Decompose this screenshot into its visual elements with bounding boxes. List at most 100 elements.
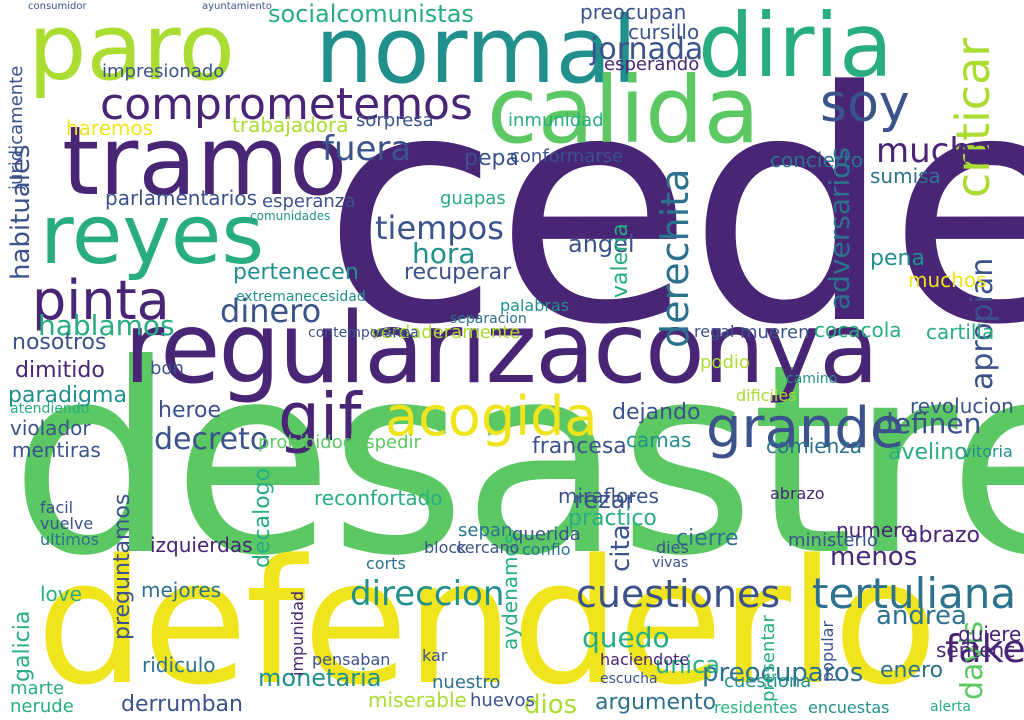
word-reconfortado: reconfortado [314,486,443,510]
word-mejores: mejores [141,578,222,602]
word-abrazo: abrazo [905,523,980,548]
word-marte: marte [10,678,65,699]
word-mueren: mueren [740,322,810,343]
word-parlamentarios: parlamentarios [105,186,257,210]
word-vivas: vivas [652,555,689,571]
word-sorpresa: sorpresa [356,110,434,131]
word-concierto: concierto [770,148,864,172]
word-revolucion: revolucion [910,394,1014,418]
word-paro: paro [28,0,235,101]
word-quedo: quedo [582,621,670,654]
word-valeria: valeria [608,223,633,298]
word-preguntamos: preguntamos [110,493,135,640]
word-comprometemos: comprometemos [100,79,473,130]
word-atendiendo: atendiendo [10,401,90,417]
word-encuestas: encuestas [808,698,890,717]
word-galicia: galicia [10,610,35,682]
word-acogida: acogida [385,385,598,448]
word-diria: diria [698,0,893,97]
word-vitoria: vitoria [962,442,1013,461]
word-soy: soy [820,74,910,134]
word-miraflores: miraflores [558,484,659,508]
word-facil: facil [40,498,74,517]
word-esperando: esperando [604,54,700,75]
word-andrea: andrea [876,601,967,631]
word-jornada: jornada [590,32,704,67]
word-abrazo-2: abrazo [770,484,825,503]
word-derrumban: derrumban [121,692,243,717]
word-decreto: decreto [154,422,269,457]
word-separacion: separacion [450,311,527,327]
word-residentes: residentes [714,698,798,717]
word-haremos: haremos [66,116,154,140]
word-violador: violador [10,416,91,440]
word-cede: cede [322,24,1024,394]
word-esperanza: esperanza [262,191,356,212]
word-sumisa: sumisa [870,164,941,188]
word-izquierdas: izquierdas [150,533,253,557]
word-argumento: argumento [595,690,717,715]
word-prohibidodespedir: prohibidodespedir [258,432,421,453]
word-ministerio: ministerio [788,530,878,551]
word-camas: camas [626,428,692,452]
word-tertuliana: tertuliana [812,569,1017,618]
word-impresionado: impresionado [102,61,225,82]
word-sepan: sepan [458,520,513,541]
word-avelino: avelino [888,440,968,465]
word-pertenecen: pertenecen [233,260,359,285]
word-cita: cita [606,524,636,572]
word-mucha: mucha [876,131,992,171]
word-ayuntamiento: ayuntamiento [202,1,272,12]
word-escucha: escucha [600,671,658,687]
word-numero: numero [836,518,914,542]
word-fake: fake [945,627,1024,671]
word-tiempos: tiempos [375,209,504,247]
word-dificiles: dificiles [736,386,797,405]
word-cocacola: cocacola [814,318,902,342]
word-cierre: cierre [676,526,739,551]
word-monetaria: monetaria [258,664,382,692]
word-guapas: guapas [440,188,506,209]
word-preocupan: preocupan [580,0,687,24]
word-decalogo: decalogo [250,467,275,568]
word-preocuparos: preocuparos [702,658,864,688]
word-consumidor: consumidor [28,1,87,12]
word-tramo: tramo [62,107,348,217]
word-comunidades: comunidades [250,209,331,223]
word-sentenc: sentenc [936,638,1016,662]
word-menos: menos [830,542,918,572]
word-trabajadora: trabajadora [232,113,349,137]
word-podio: podio [700,352,750,373]
word-dimitido: dimitido [15,358,105,383]
word-ultimos: ultimos [40,530,100,549]
word-love: love [40,582,82,606]
word-hora: hora [412,237,476,270]
word-heroe: heroe [158,398,222,423]
word-palabras: palabras [500,296,570,315]
word-derechita: derechita [653,168,697,348]
word-impunidad: impunidad [288,590,307,676]
word-dinero: dinero [220,292,322,330]
word-unica: unica [655,651,720,679]
word-ridiculo: ridiculo [142,653,216,677]
word-presentar: presentar [758,615,779,702]
word-corts: corts [366,554,406,573]
word-verdaderamente: verdaderamente [370,322,521,343]
word-cartilla: cartilla [926,320,995,344]
word-recuperar: recuperar [404,260,512,285]
word-dios: dios [524,690,578,720]
word-extremanecesidad: extremanecesidad [236,289,366,305]
word-inmunidad: inmunidad [508,110,604,131]
word-grande: grande [706,396,905,461]
word-fuera: fuera [322,129,412,169]
word-block: block [424,538,467,557]
word-enero: enero [880,658,944,683]
word-calida: calida [487,57,760,164]
word-gif: gif [278,379,362,456]
word-nerude: nerude [10,696,74,717]
word-angel: angel [568,230,635,258]
word-mentiras: mentiras [12,438,101,462]
word-dejando: dejando [612,400,701,425]
word-criticar: criticar [946,37,1000,198]
